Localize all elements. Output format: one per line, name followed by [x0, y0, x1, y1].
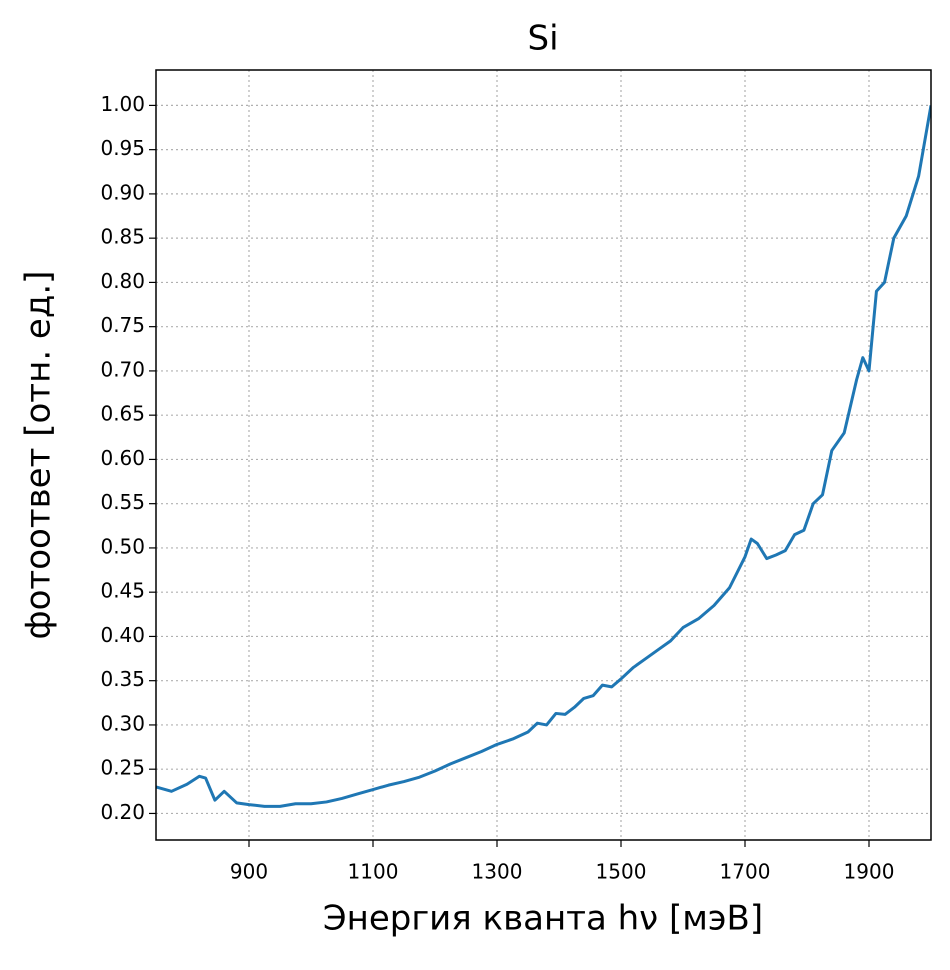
y-tick-label: 0.70: [100, 357, 145, 381]
y-axis-label: фотоответ [отн. ед.]: [19, 271, 59, 640]
y-tick-label: 0.55: [100, 490, 145, 514]
y-tick-label: 1.00: [100, 92, 145, 116]
x-tick-label: 1900: [844, 860, 895, 884]
y-tick-label: 0.35: [100, 667, 145, 691]
y-tick-label: 0.40: [100, 623, 145, 647]
x-tick-label: 900: [230, 860, 268, 884]
y-tick-label: 0.90: [100, 180, 145, 204]
y-tick-label: 0.60: [100, 446, 145, 470]
y-tick-label: 0.80: [100, 269, 145, 293]
data-line: [156, 105, 931, 808]
x-tick-label: 1100: [348, 860, 399, 884]
y-tick-label: 0.50: [100, 534, 145, 558]
y-tick-label: 0.85: [100, 225, 145, 249]
x-tick-label: 1500: [596, 860, 647, 884]
chart-title: Si: [527, 19, 558, 59]
y-tick-label: 0.20: [100, 800, 145, 824]
y-tick-label: 0.95: [100, 136, 145, 160]
plot-frame: [155, 69, 932, 841]
x-tick-label: 1300: [472, 860, 523, 884]
y-tick-label: 0.45: [100, 579, 145, 603]
y-tick-label: 0.25: [100, 756, 145, 780]
y-tick-label: 0.75: [100, 313, 145, 337]
x-axis-label: Энергия кванта hν [мэВ]: [323, 899, 763, 939]
x-tick-label: 1700: [720, 860, 771, 884]
y-tick-label: 0.65: [100, 402, 145, 426]
y-tick-label: 0.30: [100, 711, 145, 735]
